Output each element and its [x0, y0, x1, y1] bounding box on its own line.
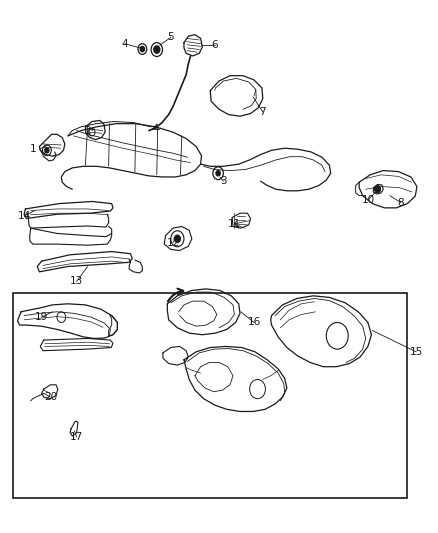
- Text: 6: 6: [211, 41, 218, 50]
- Text: 10: 10: [361, 195, 374, 205]
- Text: 7: 7: [259, 107, 266, 117]
- Text: 12: 12: [166, 238, 180, 247]
- Text: 4: 4: [121, 39, 128, 49]
- Text: 2: 2: [84, 126, 91, 135]
- Text: 11: 11: [228, 219, 241, 229]
- Text: 15: 15: [410, 347, 423, 357]
- Circle shape: [374, 185, 381, 193]
- Text: 3: 3: [220, 176, 227, 186]
- Bar: [13, 293, 407, 498]
- Text: 8: 8: [397, 198, 404, 207]
- Circle shape: [45, 148, 49, 153]
- Circle shape: [154, 46, 160, 53]
- Text: 13: 13: [70, 277, 83, 286]
- Circle shape: [174, 235, 180, 243]
- Circle shape: [216, 171, 220, 176]
- Text: 14: 14: [18, 211, 31, 221]
- Text: 16: 16: [247, 318, 261, 327]
- Circle shape: [140, 46, 145, 52]
- Text: 17: 17: [70, 432, 83, 442]
- Text: 1: 1: [29, 144, 36, 154]
- Text: 5: 5: [167, 33, 174, 42]
- Text: 19: 19: [35, 312, 48, 322]
- Text: 20: 20: [44, 392, 57, 402]
